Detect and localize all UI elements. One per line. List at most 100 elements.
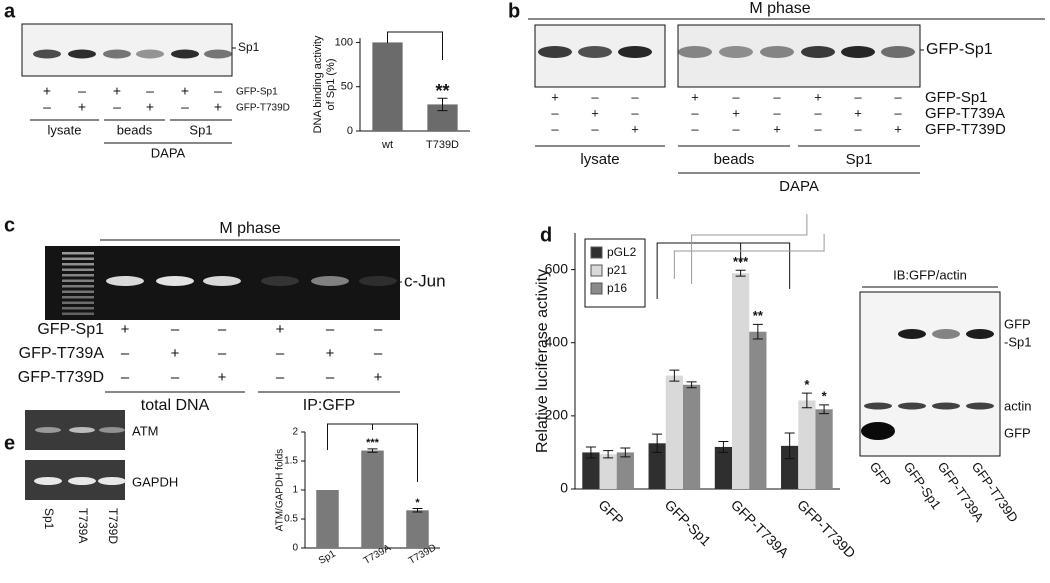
band [156, 276, 194, 286]
row-label: GFP-Sp1 [37, 321, 104, 338]
y-tick-label: 0 [560, 480, 568, 496]
group-label: DAPA [779, 178, 819, 195]
ladder-band [62, 296, 94, 299]
sign: – [171, 369, 180, 386]
sign: + [326, 345, 335, 362]
sign: – [732, 89, 740, 104]
x-tick-label: wt [381, 139, 393, 151]
row-label: GFP-T739A [925, 105, 1005, 122]
blot [21, 23, 233, 77]
bar [599, 454, 617, 489]
bracket [673, 214, 825, 284]
error-bar [585, 446, 596, 459]
band [966, 402, 994, 410]
band [861, 422, 895, 440]
sign: – [854, 89, 862, 104]
bar [616, 452, 634, 489]
sign: + [113, 83, 121, 99]
sign: – [732, 121, 740, 136]
legend-swatch [590, 246, 603, 259]
bar [749, 331, 767, 489]
band [618, 46, 652, 58]
row-label: GFP-T739A [19, 345, 105, 362]
panel-label: e [4, 432, 15, 454]
band [68, 49, 96, 59]
significance: ** [435, 81, 449, 101]
error-bar [819, 404, 830, 415]
band [35, 427, 61, 433]
band [311, 276, 349, 286]
sign: – [773, 89, 781, 104]
x-tick-label: Sp1 [317, 548, 338, 567]
band-label: -Sp1 [1004, 334, 1031, 349]
error-bar [801, 392, 812, 409]
x-tick-label: GFP-T739A [728, 496, 793, 561]
panel-label: a [4, 0, 16, 22]
band [136, 49, 164, 59]
y-tick-label: 50 [341, 81, 353, 93]
sign: – [591, 89, 599, 104]
error-bar [412, 508, 423, 513]
ladder-band [62, 307, 94, 310]
y-axis-label: of Sp1 (%) [325, 59, 337, 111]
error-bar [437, 97, 448, 112]
y-tick-label: 0 [347, 125, 353, 137]
bar [714, 446, 733, 489]
label: c-Jun [404, 271, 446, 290]
band [898, 402, 926, 410]
error-bar [752, 323, 763, 340]
x-tick-label: GFP-Sp1 [662, 496, 715, 549]
band [538, 46, 572, 58]
band [578, 46, 612, 58]
legend-swatch [590, 282, 603, 295]
bar [582, 452, 600, 489]
error-bar [367, 448, 378, 453]
bar [798, 400, 816, 489]
sign: + [121, 321, 130, 338]
panel-label: d [540, 224, 552, 246]
sign: + [276, 321, 285, 338]
sign: – [78, 83, 86, 99]
y-axis-label: Relative luciferase activity [534, 269, 551, 453]
sign: – [218, 345, 227, 362]
band [898, 329, 926, 339]
group-label: DAPA [151, 145, 186, 160]
error-bar [603, 450, 614, 459]
sign: + [181, 83, 189, 99]
sign: + [814, 89, 822, 104]
sign: – [43, 99, 51, 115]
blot [677, 24, 921, 88]
group-label: lysate [48, 122, 82, 137]
band [966, 329, 994, 339]
row-label: GFP-T739D [18, 369, 104, 386]
y-tick-label: 600 [545, 260, 569, 276]
row-label: GFP-Sp1 [236, 87, 278, 98]
sign: + [854, 105, 862, 120]
band [678, 46, 712, 58]
sign: – [374, 321, 383, 338]
band [359, 276, 397, 286]
bar [316, 490, 339, 548]
ladder-band [62, 274, 94, 277]
sign: – [854, 121, 862, 136]
y-tick-label: 0 [292, 543, 298, 554]
sign: + [43, 83, 51, 99]
y-axis-label: DNA binding activity [312, 35, 324, 133]
sign: + [894, 121, 902, 136]
y-tick-label: 1.5 [284, 456, 298, 467]
ladder-band [62, 312, 94, 315]
sign: + [732, 105, 740, 120]
significance: * [415, 497, 420, 509]
sign: – [326, 321, 335, 338]
band [99, 427, 125, 433]
error-bar [686, 381, 697, 389]
x-tick-label: GFP-T739D [794, 496, 859, 561]
error-bar [652, 433, 663, 453]
bar [665, 375, 683, 489]
sign: + [374, 369, 383, 386]
sign: – [171, 321, 180, 338]
sign: + [146, 99, 154, 115]
ladder-band [62, 279, 94, 282]
group-label: Sp1 [189, 122, 212, 137]
